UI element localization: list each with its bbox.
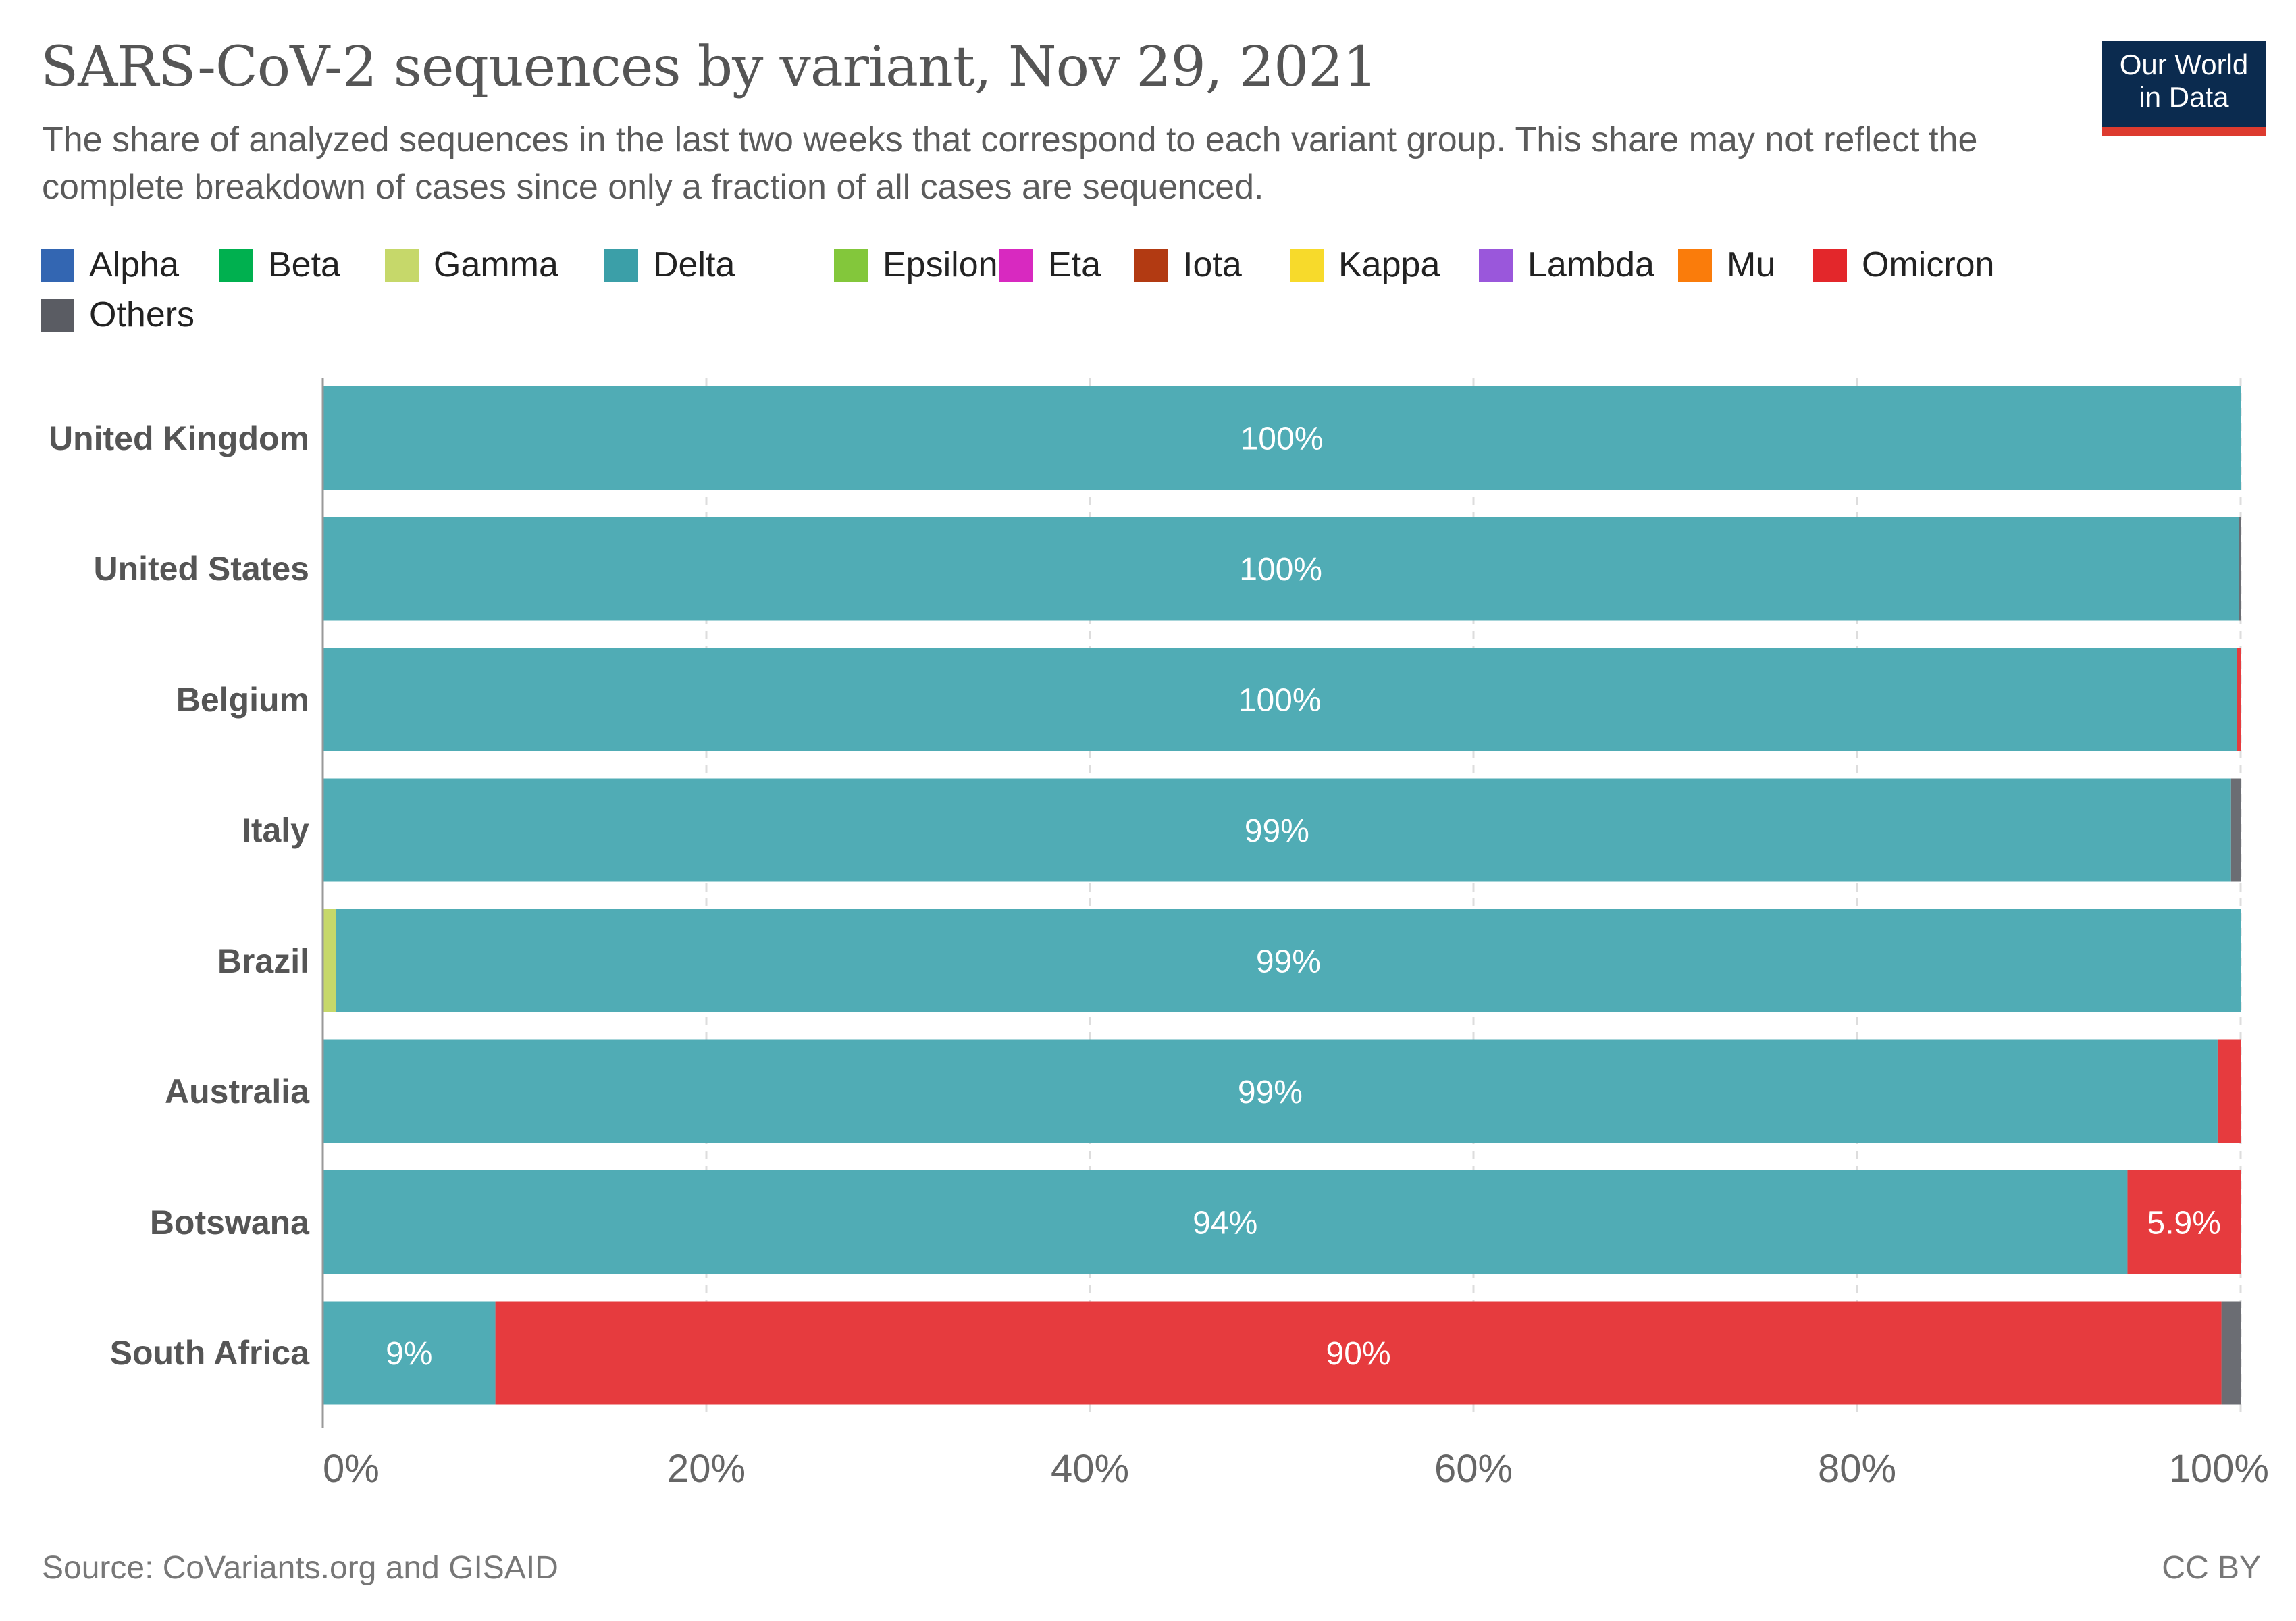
legend-swatch bbox=[999, 249, 1033, 282]
category-label: United States bbox=[93, 550, 309, 588]
chart-title: SARS-CoV-2 sequences by variant, Nov 29,… bbox=[41, 35, 1378, 99]
data-label: 99% bbox=[1245, 813, 1309, 849]
legend-swatch bbox=[1678, 249, 1712, 282]
legend-label: Lambda bbox=[1528, 245, 1654, 284]
category-label: Australia bbox=[165, 1073, 309, 1110]
x-tick-label: 60% bbox=[1434, 1447, 1513, 1491]
data-label: 99% bbox=[1256, 944, 1321, 980]
logo-text: Our World in Data bbox=[2102, 49, 2266, 113]
x-tick-label: 100% bbox=[2168, 1447, 2269, 1491]
data-label: 100% bbox=[1238, 683, 1322, 719]
license-note[interactable]: CC BY bbox=[2162, 1550, 2261, 1586]
category-label: Belgium bbox=[176, 680, 309, 719]
legend-swatch bbox=[604, 249, 638, 282]
legend-label: Beta bbox=[268, 245, 340, 284]
logo-line-1: Our World bbox=[2119, 49, 2249, 80]
data-label: 5.9% bbox=[2147, 1206, 2221, 1241]
bar-delta[interactable] bbox=[323, 1039, 2218, 1143]
legend-label: Delta bbox=[653, 245, 735, 284]
x-tick-label: 80% bbox=[1817, 1447, 1897, 1491]
source-note[interactable]: Source: CoVariants.org and GISAID bbox=[42, 1550, 558, 1586]
x-tick-label: 40% bbox=[1050, 1447, 1130, 1491]
bar-delta[interactable] bbox=[323, 1170, 2128, 1274]
bar-omicron[interactable] bbox=[495, 1301, 2222, 1405]
bar-delta[interactable] bbox=[323, 778, 2231, 882]
bar-delta[interactable] bbox=[323, 1301, 496, 1405]
category-label: Botswana bbox=[149, 1203, 309, 1241]
data-label: 94% bbox=[1193, 1206, 1257, 1241]
legend-label: Mu bbox=[1727, 245, 1776, 284]
legend-label: Epsilon bbox=[883, 245, 998, 284]
category-label: Brazil bbox=[217, 942, 309, 980]
bar-delta[interactable] bbox=[323, 517, 2239, 621]
bar-delta[interactable] bbox=[323, 648, 2237, 751]
legend-swatch bbox=[385, 249, 419, 282]
category-label: South Africa bbox=[109, 1334, 309, 1372]
legend-swatch bbox=[41, 249, 74, 282]
data-label: 90% bbox=[1326, 1336, 1391, 1372]
legend-swatch bbox=[219, 249, 253, 282]
logo-line-2: in Data bbox=[2139, 81, 2229, 113]
owid-logo[interactable]: Our World in Data bbox=[2102, 41, 2266, 136]
x-tick-label: 0% bbox=[323, 1447, 380, 1491]
bar-others[interactable] bbox=[2239, 517, 2241, 621]
legend-swatch bbox=[834, 249, 868, 282]
legend-swatch bbox=[41, 299, 74, 332]
data-label: 99% bbox=[1238, 1075, 1303, 1110]
bar-omicron[interactable] bbox=[2127, 1170, 2241, 1274]
bar-omicron[interactable] bbox=[2237, 648, 2241, 751]
legend-label: Alpha bbox=[89, 245, 179, 284]
x-tick-label: 20% bbox=[667, 1447, 746, 1491]
legend-swatch bbox=[1813, 249, 1847, 282]
bar-others[interactable] bbox=[2230, 778, 2241, 882]
bar-delta[interactable] bbox=[323, 386, 2241, 490]
legend-label: Eta bbox=[1048, 245, 1101, 284]
data-label: 9% bbox=[386, 1336, 432, 1372]
legend-label: Iota bbox=[1183, 245, 1242, 284]
legend-label: Others bbox=[89, 295, 195, 334]
legend-label: Gamma bbox=[434, 245, 558, 284]
legend-label: Kappa bbox=[1338, 245, 1440, 284]
bar-others[interactable] bbox=[2221, 1301, 2241, 1405]
bar-gamma[interactable] bbox=[323, 909, 336, 1012]
legend-swatch bbox=[1479, 249, 1513, 282]
data-label: 100% bbox=[1241, 421, 1324, 457]
category-label: Italy bbox=[241, 811, 309, 849]
bar-omicron[interactable] bbox=[2217, 1039, 2241, 1143]
category-label: United Kingdom bbox=[48, 419, 309, 457]
chart-subtitle: The share of analyzed sequences in the l… bbox=[42, 120, 1978, 207]
legend-label: Omicron bbox=[1862, 245, 1995, 284]
legend-swatch bbox=[1134, 249, 1168, 282]
logo-accent-bar bbox=[2102, 127, 2266, 136]
data-label: 100% bbox=[1239, 552, 1322, 588]
bar-delta[interactable] bbox=[336, 909, 2241, 1012]
legend-swatch bbox=[1290, 249, 1324, 282]
